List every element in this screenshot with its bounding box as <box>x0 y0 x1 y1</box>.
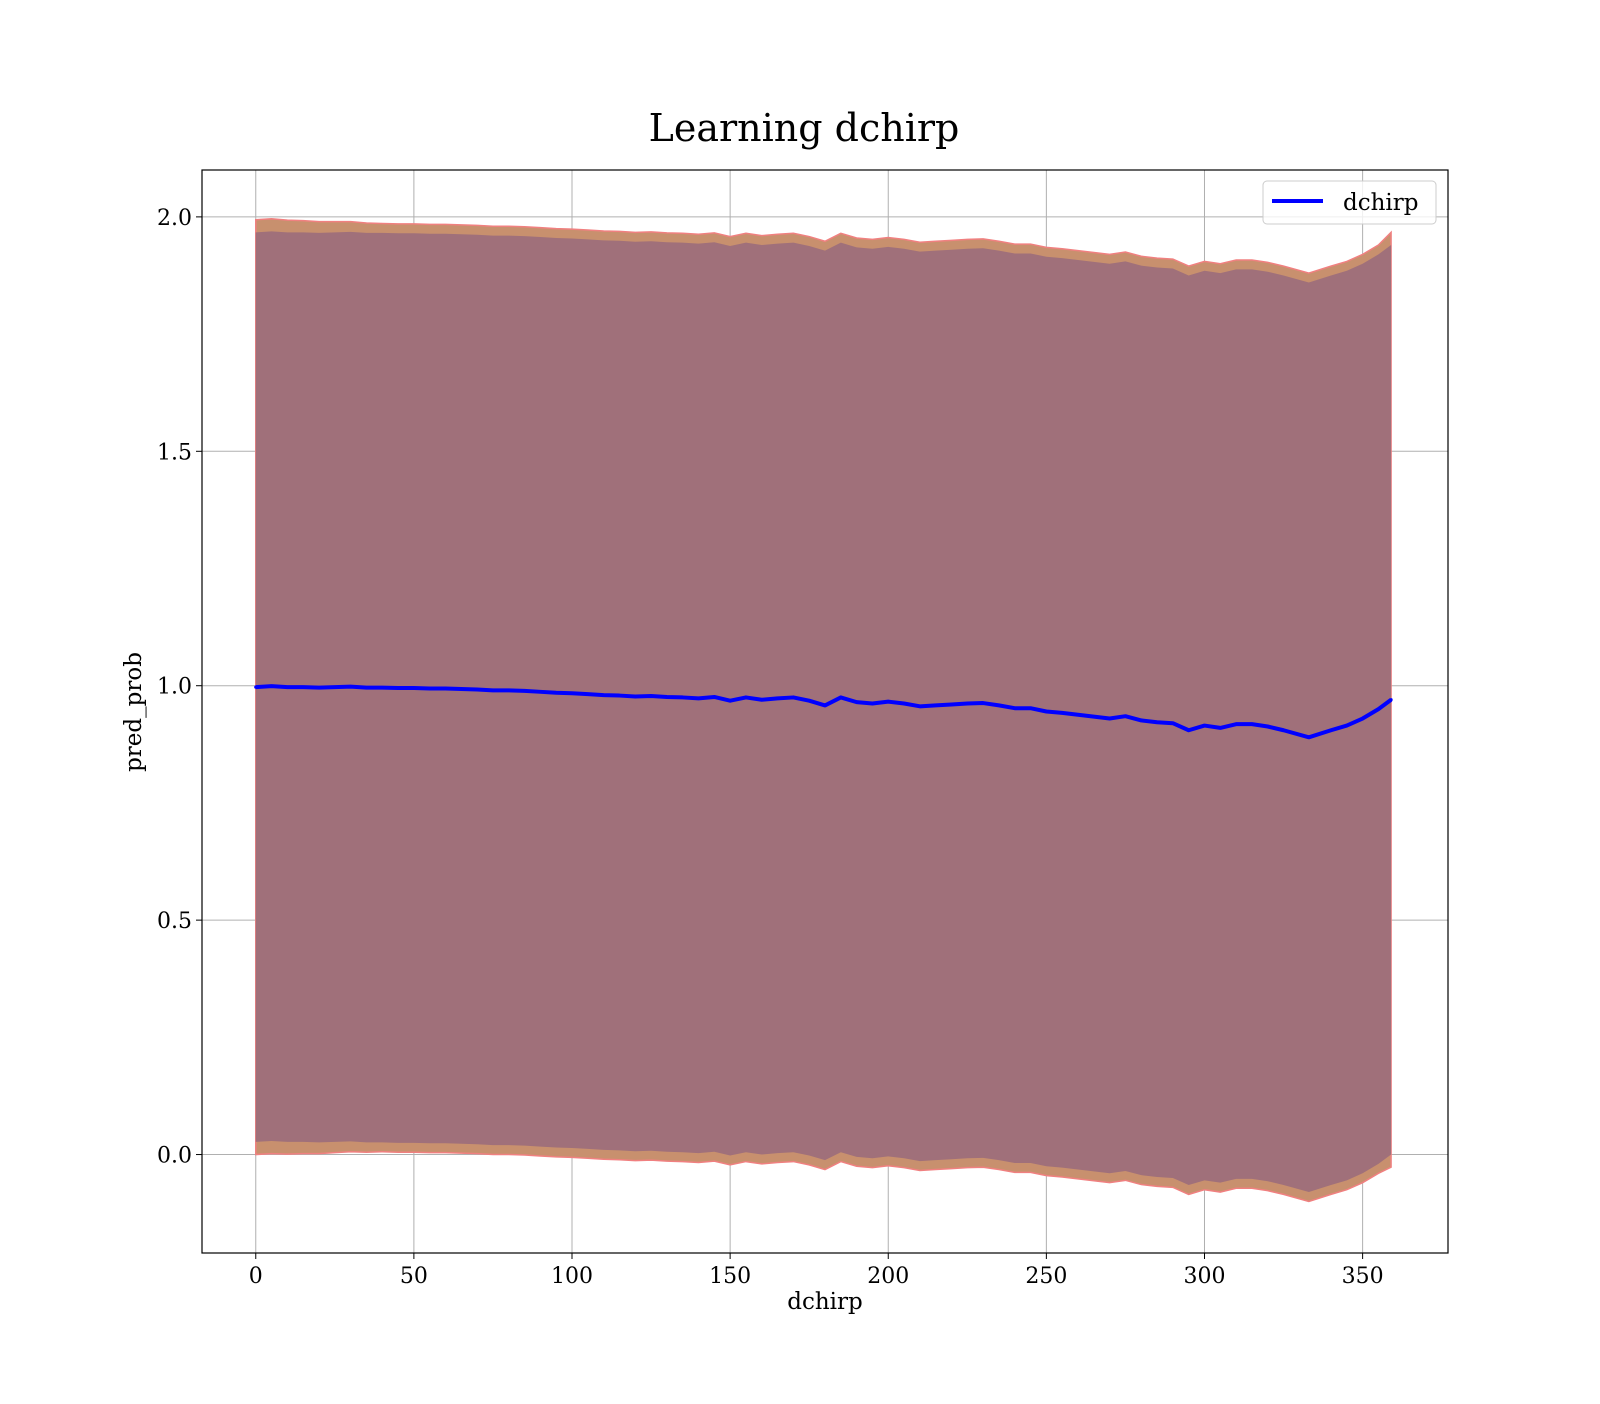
band-layer <box>255 218 1392 1203</box>
series-point <box>886 700 890 704</box>
chart-title: Learning dchirp <box>649 106 960 150</box>
series-point <box>949 702 954 707</box>
series-point <box>1250 722 1254 726</box>
series-point <box>1108 716 1112 721</box>
series-point <box>507 688 511 693</box>
series-point <box>1060 711 1064 715</box>
series-point <box>791 695 795 700</box>
series-point <box>364 685 369 690</box>
series-point <box>1266 724 1270 729</box>
series-point <box>1376 707 1381 711</box>
series-point <box>554 691 558 695</box>
series-point <box>301 685 305 689</box>
series-point <box>617 693 622 698</box>
series-point <box>285 685 289 689</box>
series-point <box>855 700 859 704</box>
series-point <box>633 694 637 699</box>
plot-frame <box>201 169 1449 1254</box>
series-point <box>1307 735 1311 739</box>
series-point <box>649 694 653 698</box>
series-point <box>1013 706 1017 710</box>
series-point <box>1171 721 1175 725</box>
series-point <box>744 695 748 700</box>
series-point <box>459 687 463 691</box>
x-tick-label: 300 <box>1183 1264 1225 1289</box>
series-point <box>443 686 448 691</box>
series-point <box>380 685 384 690</box>
x-tick-label: 350 <box>1342 1264 1384 1289</box>
series-point <box>1076 713 1080 717</box>
tick-layer: 0 50 100 150 200 250 300 350 0.0 0.5 1.0 1.5 2.0 <box>157 206 1384 1289</box>
series-point <box>965 701 969 706</box>
x-axis-label: dchirp <box>787 1289 863 1315</box>
series-point <box>396 686 400 690</box>
x-tick-label: 100 <box>551 1264 593 1289</box>
series-point <box>1234 722 1238 726</box>
series-line-dchirp <box>255 684 1393 740</box>
series-point <box>538 690 542 694</box>
series-point <box>823 703 827 708</box>
series-point <box>1361 716 1365 721</box>
series-point <box>839 695 843 700</box>
series-point <box>807 699 811 703</box>
series-point <box>254 685 258 689</box>
series-point <box>1389 698 1393 702</box>
series-point <box>1155 720 1159 724</box>
series-point <box>570 691 574 695</box>
series-point <box>586 692 590 696</box>
series-point <box>1092 715 1096 719</box>
series-point <box>349 685 353 689</box>
series-point <box>1281 728 1286 732</box>
series-point <box>428 686 432 691</box>
series-point <box>1123 714 1128 718</box>
legend: dchirp <box>1262 180 1437 225</box>
series-point <box>665 695 669 699</box>
y-axis-label: pred_prob <box>121 652 147 772</box>
series-point <box>1202 723 1207 728</box>
legend-label-dchirp: dchirp <box>1343 190 1419 216</box>
series-point <box>602 693 606 697</box>
y-tick-label: 1.0 <box>157 675 192 700</box>
series-point <box>1345 723 1349 728</box>
series-point <box>934 703 938 708</box>
series-point <box>1187 728 1191 732</box>
x-tick-label: 150 <box>709 1264 751 1289</box>
series-point <box>491 688 495 693</box>
series-point <box>728 699 732 703</box>
x-tick-label: 0 <box>249 1264 263 1289</box>
series-point <box>696 696 701 700</box>
series-point <box>475 687 479 692</box>
series-point <box>317 685 321 690</box>
inner-confidence-band <box>255 231 1392 1193</box>
series-point <box>1139 718 1143 723</box>
series-point <box>918 704 922 708</box>
series-point <box>1218 726 1222 730</box>
series-point <box>997 703 1001 708</box>
series-point <box>870 701 875 706</box>
series-point <box>760 698 764 702</box>
series-point <box>1329 728 1333 732</box>
series-point <box>712 695 716 699</box>
series-point <box>981 701 985 705</box>
series-point <box>522 689 527 693</box>
y-tick-label: 0.5 <box>157 909 192 934</box>
legend-box <box>1262 180 1437 225</box>
x-tick-label: 200 <box>867 1264 909 1289</box>
series-point <box>269 684 274 688</box>
series-point <box>1028 706 1033 710</box>
y-tick-label: 1.5 <box>157 440 192 465</box>
y-tick-label: 2.0 <box>157 206 192 231</box>
y-tick-label: 0.0 <box>157 1144 192 1169</box>
x-tick-label: 250 <box>1025 1264 1067 1289</box>
series-point <box>412 686 416 690</box>
series-point <box>1044 709 1048 714</box>
line-layer <box>254 684 1393 740</box>
series-point <box>775 696 780 700</box>
x-tick-label: 50 <box>400 1264 428 1289</box>
series-point <box>333 685 337 689</box>
series-point <box>681 695 685 700</box>
series-point <box>902 701 906 706</box>
